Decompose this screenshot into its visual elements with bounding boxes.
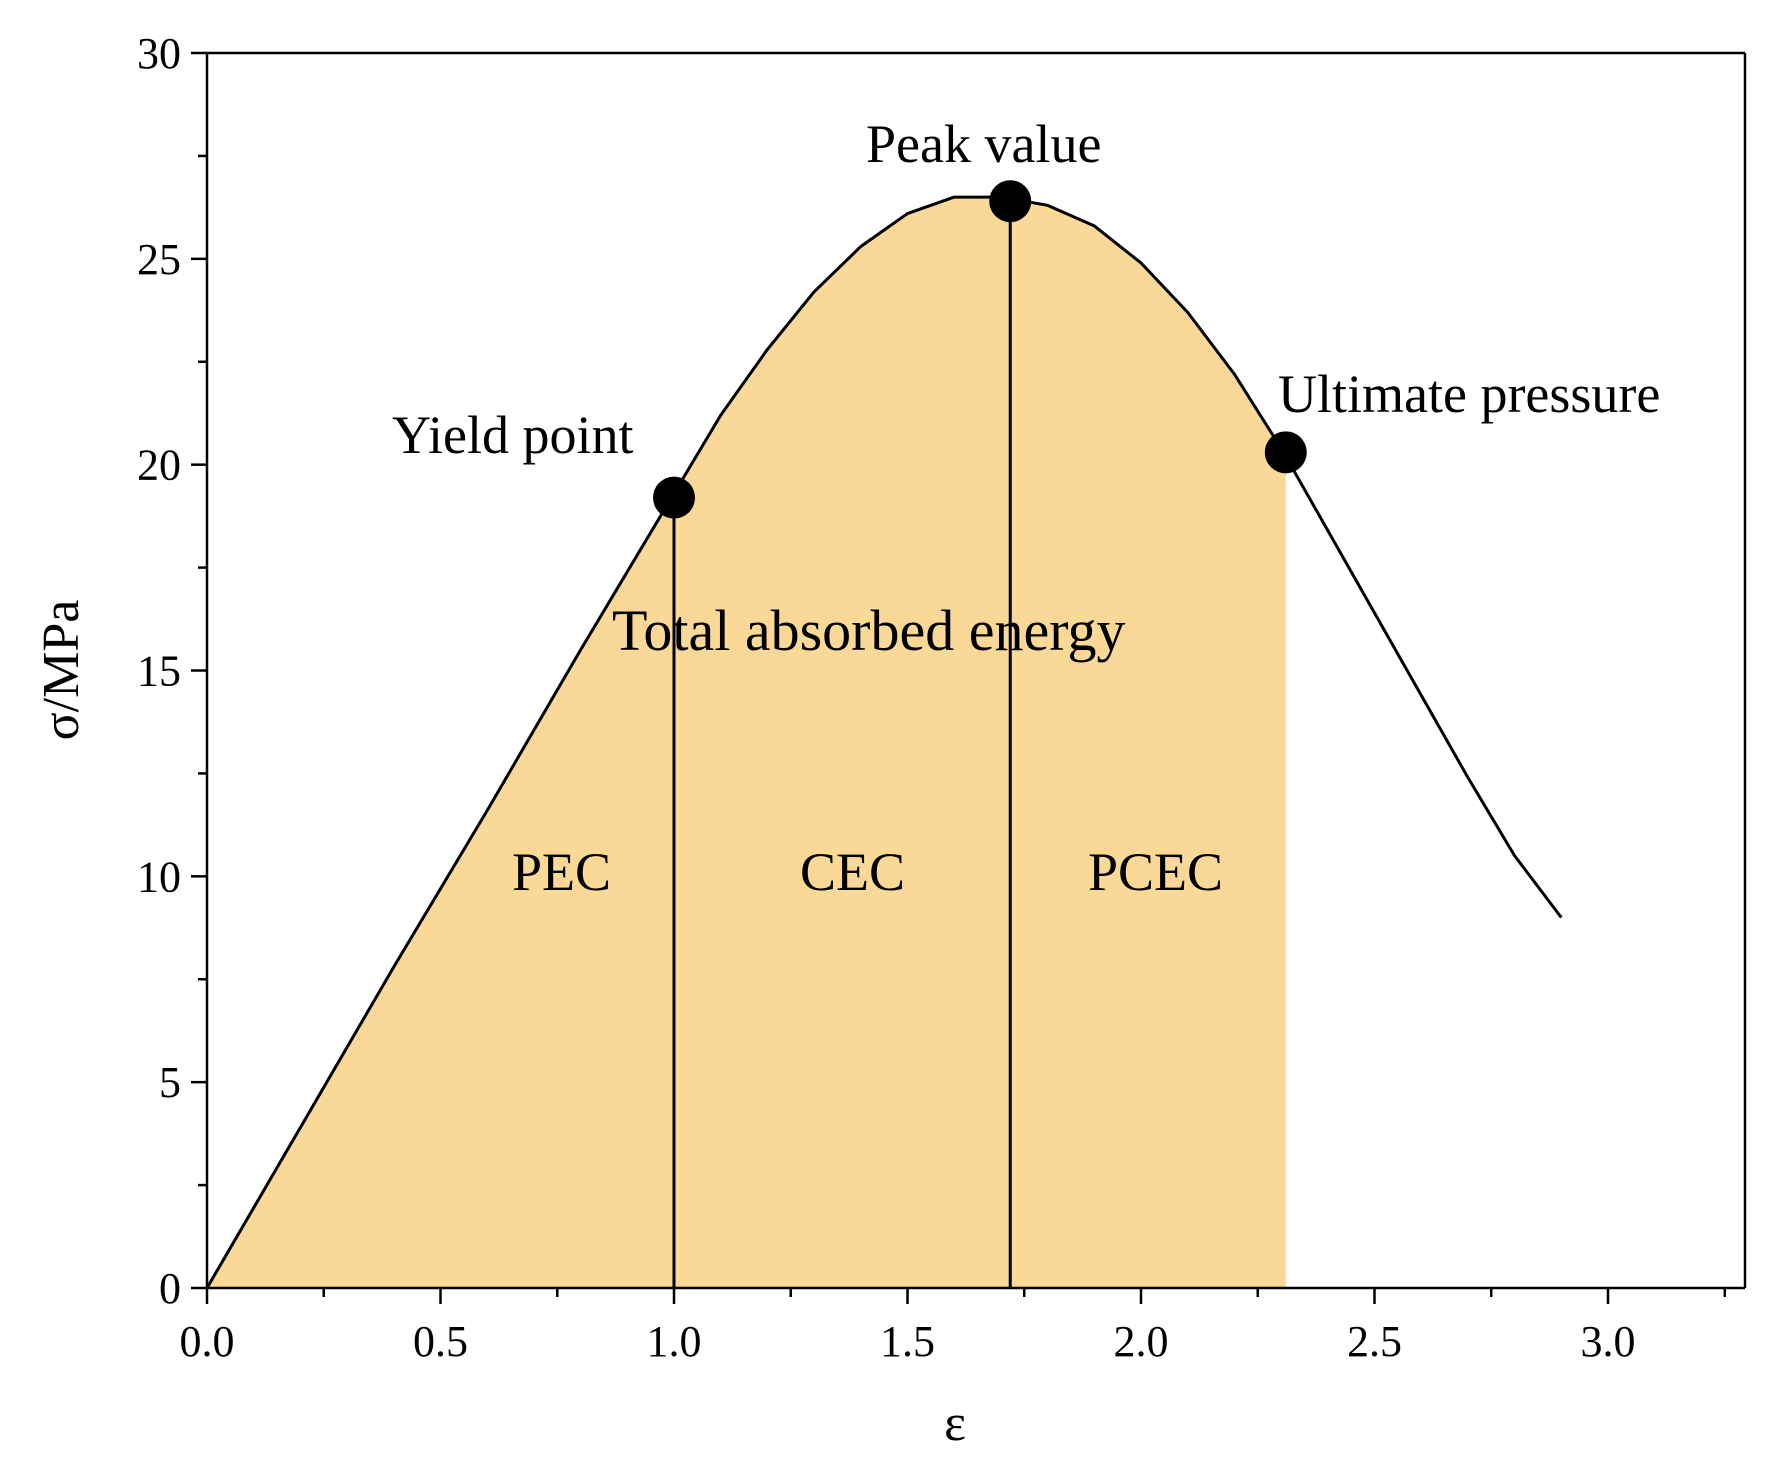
- ultimate-pressure-label: Ultimate pressure: [1278, 364, 1660, 424]
- y-tick-label: 15: [137, 647, 181, 696]
- x-tick-label: 2.5: [1347, 1317, 1402, 1366]
- y-tick-label: 10: [137, 852, 181, 901]
- x-tick-label: 1.0: [647, 1317, 702, 1366]
- x-axis-title: ε: [944, 1395, 966, 1452]
- y-tick-label: 30: [137, 29, 181, 78]
- x-tick-label: 0.0: [180, 1317, 235, 1366]
- pcec-region-label: PCEC: [1088, 842, 1223, 902]
- x-tick-label: 2.0: [1114, 1317, 1169, 1366]
- y-tick-label: 0: [159, 1264, 181, 1313]
- x-tick-labels: 0.0 0.5 1.0 1.5 2.0 2.5 3.0: [180, 1317, 1636, 1366]
- yield-point-label: Yield point: [392, 405, 634, 465]
- y-tick-labels: 0 5 10 15 20 25 30: [137, 29, 181, 1313]
- y-tick-label: 5: [159, 1058, 181, 1107]
- peak-value-label: Peak value: [866, 114, 1101, 174]
- x-tick-label: 0.5: [413, 1317, 468, 1366]
- x-tick-label: 3.0: [1581, 1317, 1636, 1366]
- stress-strain-curve: [205, 195, 1563, 1289]
- pec-region-label: PEC: [512, 842, 611, 902]
- total-energy-shaded-area: [207, 197, 1286, 1288]
- x-tick-label: 1.5: [880, 1317, 935, 1366]
- yield-point-marker: [653, 476, 695, 519]
- cec-region-label: CEC: [800, 842, 905, 902]
- y-tick-label: 25: [137, 235, 181, 284]
- total-absorbed-energy-label: Total absorbed energy: [612, 598, 1125, 663]
- y-tick-label: 20: [137, 441, 181, 490]
- y-axis-title: σ/MPa: [33, 600, 90, 741]
- tick-marks: [191, 51, 1726, 1304]
- ultimate-pressure-marker: [1264, 431, 1307, 474]
- peak-value-marker: [989, 180, 1032, 223]
